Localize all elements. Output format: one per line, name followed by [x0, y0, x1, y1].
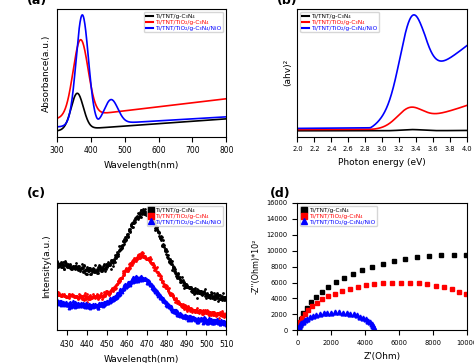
Text: (d): (d): [270, 187, 291, 200]
Y-axis label: (ahv)²: (ahv)²: [283, 59, 292, 86]
Y-axis label: Intensity(a.u.): Intensity(a.u.): [42, 235, 51, 298]
Y-axis label: -Z''(Ohm)*10²: -Z''(Ohm)*10²: [252, 239, 261, 294]
Legend: Ti/TNT/g-C₃N₄, Ti/TNT/TiO₂/g-C₃N₄, Ti/TNT/TiO₂/g-C₃N₄/NiO: Ti/TNT/g-C₃N₄, Ti/TNT/TiO₂/g-C₃N₄, Ti/TN…: [146, 206, 223, 226]
Legend: Ti/TNT/g-C₃N₄, Ti/TNT/TiO₂/g-C₃N₄, Ti/TNT/TiO₂/g-C₃N₄/NiO: Ti/TNT/g-C₃N₄, Ti/TNT/TiO₂/g-C₃N₄, Ti/TN…: [301, 12, 380, 33]
Y-axis label: Absorbance(a.u.): Absorbance(a.u.): [42, 34, 51, 111]
X-axis label: Wavelength(nm): Wavelength(nm): [104, 355, 179, 363]
X-axis label: Z'(Ohm): Z'(Ohm): [364, 352, 401, 360]
Legend: Ti/TNT/g-C₃N₄, Ti/TNT/TiO₂/g-C₃N₄, Ti/TNT/TiO₂/g-C₃N₄/NiO: Ti/TNT/g-C₃N₄, Ti/TNT/TiO₂/g-C₃N₄, Ti/TN…: [301, 206, 377, 226]
X-axis label: Photon energy (eV): Photon energy (eV): [338, 158, 426, 167]
Text: (c): (c): [27, 187, 46, 200]
X-axis label: Wavelength(nm): Wavelength(nm): [104, 161, 179, 170]
Text: (a): (a): [27, 0, 46, 7]
Text: (b): (b): [277, 0, 298, 7]
Legend: Ti/TNT/g-C₃N₄, Ti/TNT/TiO₂/g-C₃N₄, Ti/TNT/TiO₂/g-C₃N₄/NiO: Ti/TNT/g-C₃N₄, Ti/TNT/TiO₂/g-C₃N₄, Ti/TN…: [144, 12, 223, 33]
